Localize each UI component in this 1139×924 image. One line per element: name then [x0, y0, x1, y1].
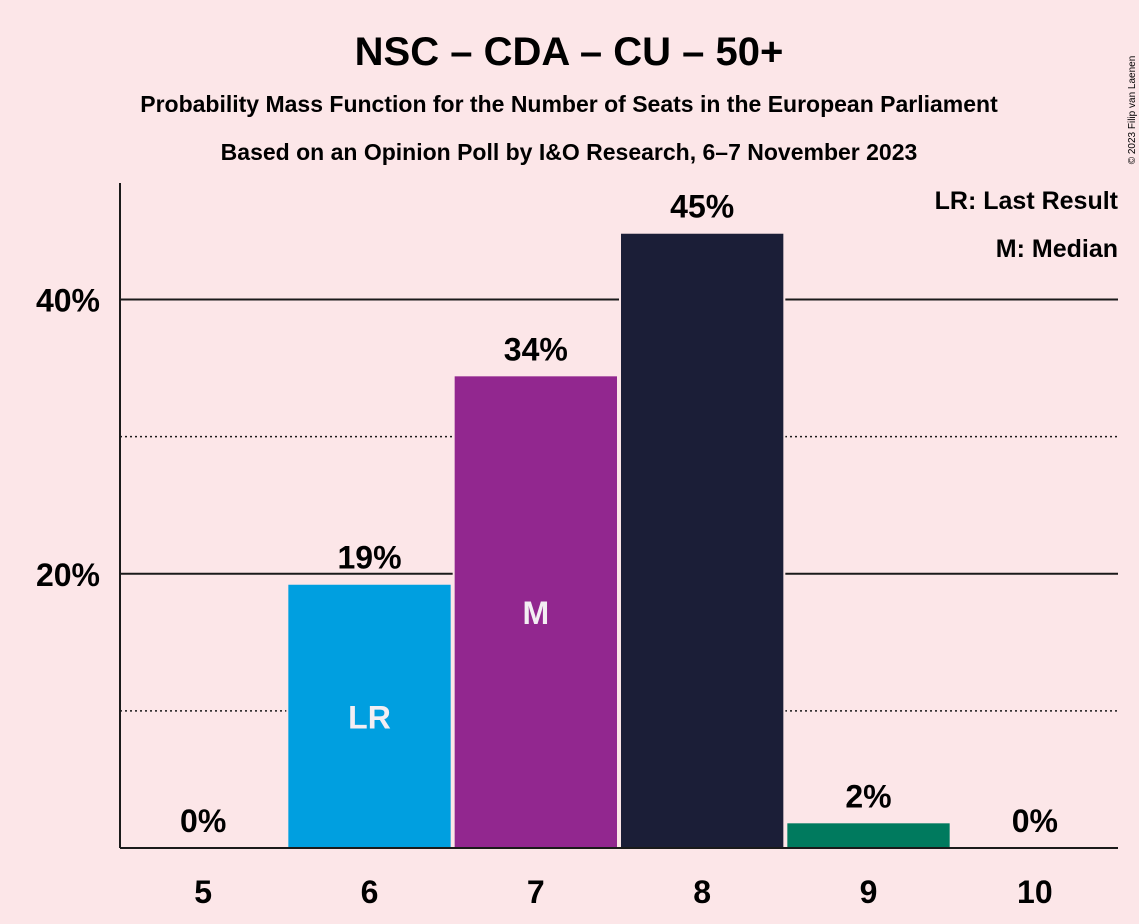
- bar-6: [288, 584, 451, 848]
- bar-8: [621, 233, 784, 849]
- value-label-10: 0%: [1012, 803, 1058, 839]
- value-label-7: 34%: [504, 331, 568, 367]
- copyright-text: © 2023 Filip van Laenen: [1127, 56, 1138, 165]
- labels: 0% 5 19% LR 6 34% M 7 45% 8 2% 9 0% 10 20% 40%: [36, 189, 1058, 910]
- value-label-9: 2%: [845, 778, 891, 814]
- inner-label-LR: LR: [348, 699, 391, 735]
- legend-median: M: Median: [996, 235, 1118, 263]
- x-tick-label-5: 5: [194, 874, 212, 910]
- value-label-5: 0%: [180, 803, 226, 839]
- x-tick-label-9: 9: [860, 874, 878, 910]
- x-tick-label-6: 6: [361, 874, 379, 910]
- chart-title: NSC – CDA – CU – 50+: [355, 30, 784, 74]
- x-tick-label-10: 10: [1017, 874, 1053, 910]
- y-tick-label-0: 20%: [36, 557, 100, 593]
- axes: [119, 183, 1118, 849]
- value-label-6: 19%: [337, 540, 401, 576]
- bar-7: [454, 376, 617, 848]
- chart-subtitle-1: Probability Mass Function for the Number…: [140, 91, 998, 117]
- x-tick-label-7: 7: [527, 874, 545, 910]
- y-tick-label-1: 40%: [36, 283, 100, 319]
- chart-subtitle-2: Based on an Opinion Poll by I&O Research…: [221, 139, 918, 165]
- value-label-8: 45%: [670, 189, 734, 225]
- bars: [286, 231, 952, 849]
- bar-9: [787, 823, 950, 848]
- legend-last-result: LR: Last Result: [935, 187, 1119, 215]
- x-tick-label-8: 8: [693, 874, 711, 910]
- inner-label-M: M: [523, 595, 550, 631]
